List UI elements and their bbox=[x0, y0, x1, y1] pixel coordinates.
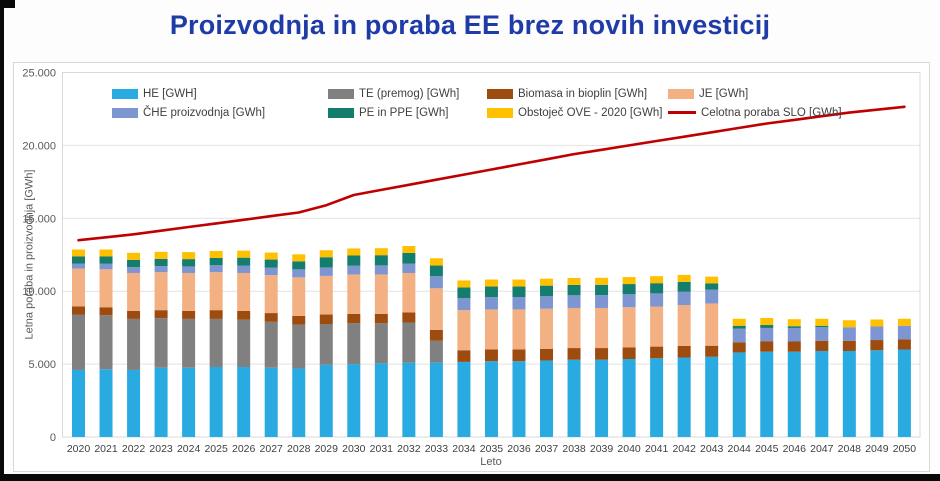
biomasa-swatch-icon bbox=[487, 88, 513, 99]
bezel-corner-mark bbox=[0, 0, 15, 8]
legend-label: PE in PPE [GWh] bbox=[359, 106, 449, 119]
legend-item-he: HE [GWH] bbox=[112, 86, 197, 101]
legend-label: TE (premog) [GWh] bbox=[359, 87, 460, 100]
chart-title: Proizvodnja in poraba EE brez novih inve… bbox=[169, 10, 771, 40]
bezel-left-strip bbox=[0, 0, 4, 481]
legend-item-pe-ppe: PE in PPE [GWh] bbox=[328, 105, 448, 120]
x-axis-title: Leto bbox=[480, 456, 502, 468]
bezel-bottom-strip bbox=[0, 474, 940, 481]
ove-swatch-icon bbox=[487, 107, 513, 118]
legend-label: Biomasa in bioplin [GWh] bbox=[518, 87, 648, 100]
legend-label: HE [GWH] bbox=[143, 87, 197, 100]
je-swatch-icon bbox=[668, 88, 694, 99]
legend-label: JE [GWh] bbox=[699, 87, 749, 100]
legend-label: Celotna poraba SLO [GWh] bbox=[701, 106, 842, 119]
pe-ppe-swatch-icon bbox=[328, 107, 354, 118]
legend-item-ove: Obstoječ OVE - 2020 [GWh] bbox=[487, 105, 662, 120]
legend-item-je: JE [GWh] bbox=[668, 86, 748, 101]
che-swatch-icon bbox=[112, 107, 138, 118]
legend-item-te-premog: TE (premog) [GWh] bbox=[328, 86, 459, 101]
legend-label: ČHE proizvodnja [GWh] bbox=[143, 106, 266, 119]
chart-frame bbox=[13, 62, 930, 472]
legend-item-celotna-poraba: Celotna poraba SLO [GWh] bbox=[668, 105, 842, 120]
legend-label: Obstoječ OVE - 2020 [GWh] bbox=[518, 106, 663, 119]
legend-item-biomasa: Biomasa in bioplin [GWh] bbox=[487, 86, 647, 101]
consumption-line-swatch-icon bbox=[668, 111, 696, 114]
legend-item-che: ČHE proizvodnja [GWh] bbox=[112, 105, 265, 120]
y-axis-title: Letna poraba in proizvodnja [GWh] bbox=[23, 169, 36, 340]
te-premog-swatch-icon bbox=[328, 88, 354, 99]
he-swatch-icon bbox=[112, 88, 138, 99]
